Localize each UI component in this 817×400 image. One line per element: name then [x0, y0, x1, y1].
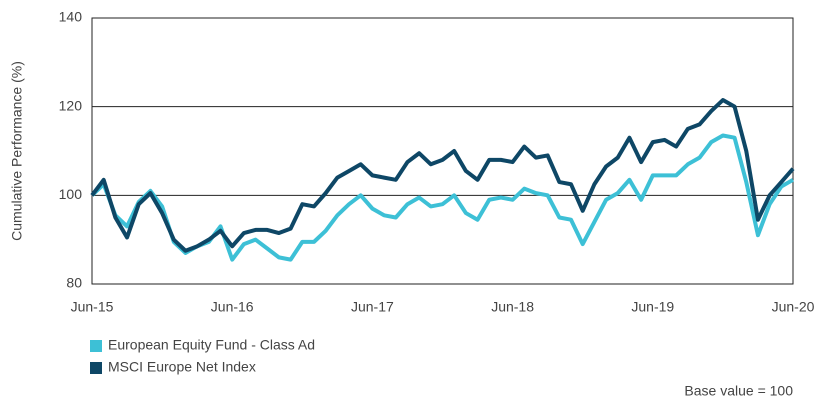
x-tick-label: Jun-20: [772, 299, 815, 315]
x-tick-label: Jun-16: [211, 299, 254, 315]
y-axis-label: Cumulative Performance (%): [9, 61, 25, 241]
series-line: [90, 133, 794, 262]
y-tick-label: 100: [59, 186, 83, 202]
y-tick-label: 120: [59, 97, 83, 113]
x-tick-label: Jun-18: [491, 299, 534, 315]
x-tick-label: Jun-17: [351, 299, 394, 315]
legend-label: European Equity Fund - Class Ad: [108, 337, 315, 353]
annotation: Base value = 100: [684, 383, 793, 399]
y-tick-label: 80: [66, 275, 82, 291]
legend-swatch: [90, 340, 102, 352]
x-tick-label: Jun-15: [71, 299, 114, 315]
y-tick-label: 140: [59, 9, 83, 25]
x-tick-label: Jun-19: [631, 299, 674, 315]
legend-swatch: [90, 362, 102, 374]
legend-label: MSCI Europe Net Index: [108, 359, 256, 375]
series-line: [90, 98, 795, 253]
